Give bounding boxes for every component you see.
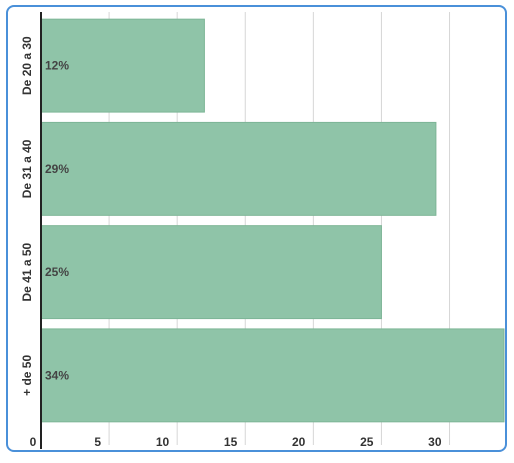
- bar-3: [40, 328, 505, 423]
- data-label-2: 25%: [45, 265, 69, 279]
- x-tick-20: 20: [292, 435, 306, 449]
- bar-2: [40, 225, 382, 320]
- bar-0: [40, 18, 205, 113]
- category-label-0: De 20 a 30: [20, 36, 34, 95]
- x-tick-25: 25: [360, 435, 374, 449]
- data-label-3: 34%: [45, 368, 69, 382]
- x-tick-30: 30: [428, 435, 442, 449]
- x-tick-15: 15: [224, 435, 238, 449]
- category-label-2: De 41 a 50: [20, 242, 34, 301]
- category-labels: De 20 a 30 De 31 a 40 De 41 a 50 + de 50: [20, 36, 34, 396]
- data-labels: 12% 29% 25% 34%: [45, 59, 69, 383]
- category-label-3: + de 50: [20, 355, 34, 396]
- x-tick-5: 5: [94, 435, 101, 449]
- bar-1: [40, 121, 437, 216]
- x-tick-labels: 0 5 10 15 20 25 30: [30, 435, 442, 449]
- category-label-1: De 31 a 40: [20, 139, 34, 198]
- data-label-0: 12%: [45, 59, 69, 73]
- x-tick-0: 0: [30, 435, 37, 449]
- bars: [40, 18, 505, 423]
- data-label-1: 29%: [45, 162, 69, 176]
- x-tick-10: 10: [156, 435, 170, 449]
